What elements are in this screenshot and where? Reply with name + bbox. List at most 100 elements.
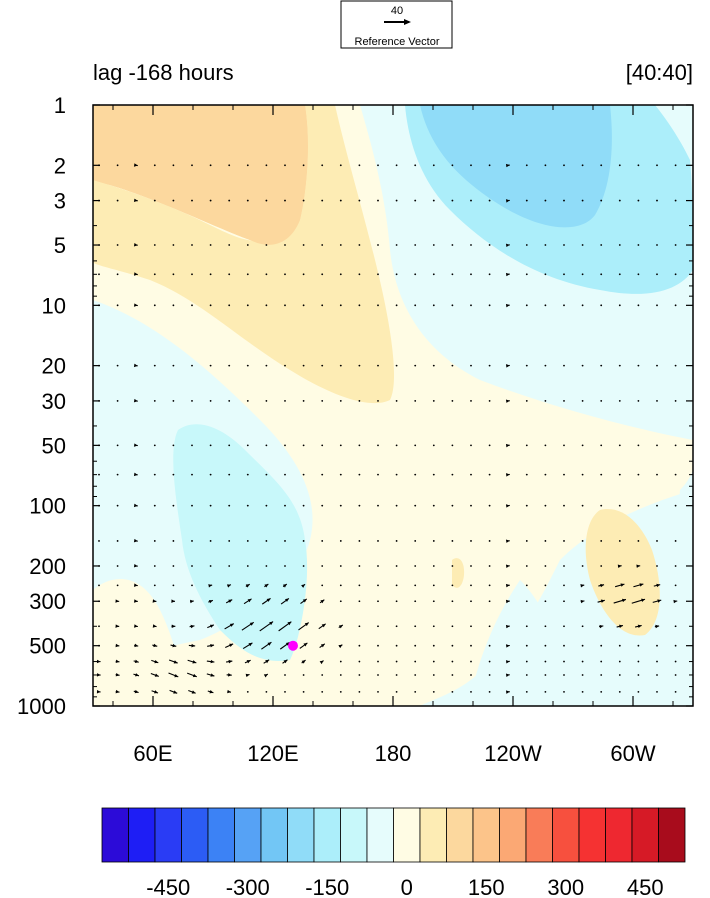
y-tick-label: 5	[54, 233, 66, 258]
vector-arrowhead	[580, 599, 585, 604]
vector-arrowhead	[133, 503, 138, 508]
vector-dot	[172, 473, 175, 476]
vector-dot	[432, 690, 435, 693]
vector-arrowhead	[655, 624, 660, 629]
vector-arrowhead	[620, 583, 625, 587]
vector-dot	[656, 644, 658, 647]
vector-dot	[563, 304, 565, 307]
vector-dot	[600, 164, 603, 167]
vector-arrowhead	[320, 643, 325, 648]
vector-dot	[265, 690, 268, 693]
vector-dot	[525, 690, 528, 693]
vector-dot	[358, 364, 361, 367]
vector-arrowhead	[191, 690, 196, 694]
vector-dot	[451, 644, 454, 647]
colorbar-box	[393, 807, 421, 863]
vector-dot	[172, 273, 175, 276]
vector-arrowhead	[174, 673, 179, 678]
vector-dot	[525, 584, 528, 587]
vector-arrowhead	[115, 689, 120, 694]
vector-dot	[153, 584, 156, 587]
vector-dot	[674, 273, 677, 276]
vector-dot	[488, 600, 491, 603]
colorbar-box	[154, 807, 182, 863]
vector-dot	[265, 244, 268, 246]
vector-arrowhead	[133, 472, 138, 477]
colorbar-label: -450	[146, 875, 190, 898]
vector-dot	[209, 504, 212, 507]
vector-dot	[284, 444, 286, 447]
vector-dot	[321, 199, 324, 202]
vector-arrowhead	[171, 599, 176, 603]
vector-dot	[656, 690, 658, 693]
colorbar-box	[260, 807, 288, 863]
vector-dot	[451, 444, 454, 447]
x-axis: 60E 120E 180 120W 60W	[112, 105, 674, 766]
vector-dot	[432, 244, 435, 246]
vector-dot	[284, 304, 286, 307]
vector-arrowhead	[301, 660, 306, 664]
vector-dot	[395, 584, 398, 587]
vector-dot	[674, 244, 677, 246]
vector-dot	[302, 674, 305, 676]
vector-dot	[488, 644, 491, 647]
vector-arrowhead	[192, 673, 197, 678]
vector-dot	[265, 304, 268, 307]
vector-arrowhead	[505, 399, 510, 403]
vector-dot	[656, 164, 658, 167]
vector-dot	[116, 565, 119, 567]
vector-dot	[228, 504, 231, 507]
vector-arrowhead	[505, 199, 510, 203]
vector-dot	[265, 444, 268, 447]
vector-dot	[563, 540, 565, 542]
vector-dot	[302, 304, 305, 307]
vector-dot	[395, 540, 398, 542]
vector-dot	[191, 584, 193, 587]
vector-dot	[191, 540, 193, 542]
vector-dot	[414, 244, 417, 246]
vector-dot	[544, 600, 547, 603]
vector-arrowhead	[599, 624, 604, 629]
vector-dot	[581, 473, 584, 476]
vector-dot	[600, 273, 603, 276]
vector-dot	[544, 660, 547, 663]
y-tick-label: 2	[54, 153, 66, 178]
vector-dot	[525, 504, 528, 507]
vector-dot	[674, 199, 677, 202]
vector-dot	[451, 400, 454, 402]
colorbar-box	[578, 807, 606, 863]
colorbar-box	[234, 807, 262, 863]
vector-dot	[544, 400, 547, 402]
vector-arrowhead	[505, 303, 510, 308]
vector-dot	[488, 584, 491, 587]
vector-arrowhead	[505, 243, 510, 248]
vector-dot	[153, 504, 156, 507]
y-tick-label: 200	[29, 554, 66, 579]
vector-dot	[191, 504, 193, 507]
vector-arrowhead	[133, 363, 138, 368]
vector-dot	[395, 364, 398, 367]
vector-dot	[116, 444, 119, 447]
vector-arrowhead	[320, 599, 325, 604]
vector-dot	[172, 540, 175, 542]
vector-dot	[228, 565, 231, 567]
reference-vector-arrowhead	[404, 19, 411, 25]
vector-dot	[600, 400, 603, 402]
vector-dot	[153, 244, 156, 246]
vector-dot	[544, 540, 547, 542]
vector-dot	[618, 304, 621, 307]
vector-dot	[395, 273, 398, 276]
vector-dot	[674, 444, 677, 447]
vector-dot	[395, 444, 398, 447]
colorbar-box	[340, 807, 368, 863]
vector-dot	[284, 504, 286, 507]
vector-dot	[302, 504, 305, 507]
vector-arrowhead	[226, 584, 231, 588]
vector-dot	[618, 473, 621, 476]
vector-dot	[432, 644, 435, 647]
vector-arrowhead	[656, 583, 661, 588]
vector-dot	[637, 660, 640, 663]
vector-dot	[618, 400, 621, 402]
vector-dot	[544, 444, 547, 447]
vector-dot	[544, 674, 547, 676]
